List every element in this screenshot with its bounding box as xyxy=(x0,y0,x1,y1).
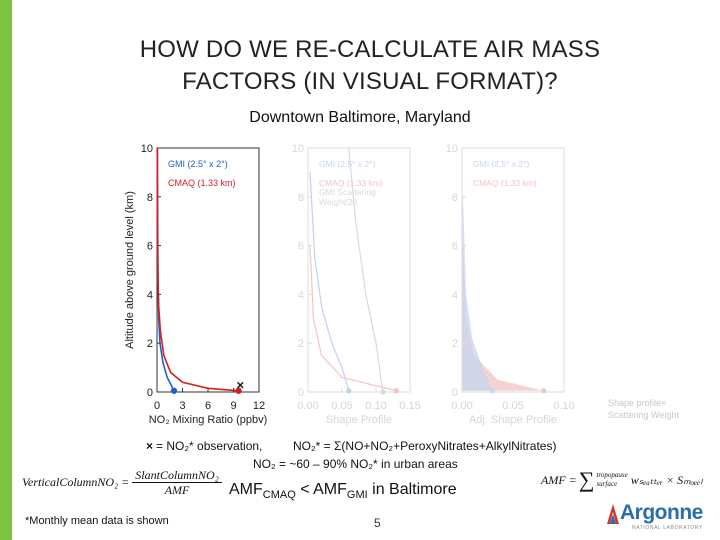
series-line-1 xyxy=(309,245,397,392)
formula-left-denominator: AMF xyxy=(164,483,190,497)
y-tick-label: 8 xyxy=(298,192,304,204)
series-line-0 xyxy=(309,172,350,391)
formula-left-lhs: VerticalColumnNO₂ = xyxy=(22,475,130,489)
x-axis-label: Adj. Shape Profile xyxy=(469,414,557,426)
y-tick-label: 0 xyxy=(452,387,458,399)
side-note: Shape profile× Scattering Weight xyxy=(608,397,708,421)
amf-prefix: AMF xyxy=(229,481,263,498)
formula-left-numerator: SlantColumnNO₂ xyxy=(132,468,222,483)
x-tick-label: 0.00 xyxy=(451,400,472,412)
formula-left-fraction: SlantColumnNO₂ AMF xyxy=(132,468,222,497)
observation-marker: × xyxy=(237,378,245,393)
legend-entry-0: GMI (2.5° x 2°) xyxy=(473,159,530,169)
surface-point-1 xyxy=(393,388,399,394)
legend-entry-0: GMI (2.5° x 2°) xyxy=(168,159,228,169)
legend-entry-1: CMAQ (1.33 km) xyxy=(473,178,537,188)
x-tick-label: 0.05 xyxy=(331,400,352,412)
y-tick-label: 2 xyxy=(452,338,458,350)
x-mark-icon: × xyxy=(146,439,154,453)
x-tick-label: 0.00 xyxy=(297,400,318,412)
sum-lower: surface xyxy=(596,480,618,488)
amf-middle: < AMF xyxy=(295,481,347,498)
series-line-2 xyxy=(348,147,384,393)
side-note-line-1: Shape profile× xyxy=(608,398,667,408)
urban-fraction-text: NO₂ = ~60 – 90% NO₂* in urban areas xyxy=(253,457,458,471)
series-line-1 xyxy=(156,147,239,392)
y-tick-label: 10 xyxy=(292,143,304,155)
amf-comparison: AMFCMAQ < AMFGMI in Baltimore xyxy=(229,481,457,501)
x-tick-label: 0.10 xyxy=(553,400,574,412)
surface-point-0 xyxy=(541,388,547,394)
y-tick-label: 4 xyxy=(147,289,153,301)
title-line-2: FACTORS (IN VISUAL FORMAT)? xyxy=(182,68,558,95)
chart-no2-mixing-ratio: 0 2 4 6 8 10 0 3 6 9 12 NO₂ Mixing Ratio (ppbv) Alti… xyxy=(124,143,267,426)
argonne-mark-icon xyxy=(607,504,619,524)
legend-entry-1: CMAQ (1.33 km) xyxy=(168,178,236,188)
x-axis-label: NO₂ Mixing Ratio (ppbv) xyxy=(149,414,268,426)
x-tick-label: 0.05 xyxy=(502,400,523,412)
x-tick-label: 12 xyxy=(253,400,265,412)
y-tick-label: 2 xyxy=(298,338,304,350)
chart-adj-shape-profile: 0 2 4 6 8 10 0.00 0.05 0.10 Adj. Shape Profile GMI… xyxy=(446,143,575,426)
y-tick-label: 10 xyxy=(141,143,153,155)
sum-limits: tropopause surface xyxy=(596,471,627,489)
amf-suffix: in Baltimore xyxy=(367,481,457,498)
surface-point-1 xyxy=(490,388,496,394)
surface-point-1 xyxy=(235,387,242,394)
y-tick-label: 8 xyxy=(452,192,458,204)
amf-sub-gmi: GMI xyxy=(346,489,368,502)
legend-entry-3: Weight/20 xyxy=(319,197,357,207)
chart-shape-profile: 0 2 4 6 8 10 0.00 0.05 0.10 0.15 Shape Profile GMI … xyxy=(292,143,421,426)
plot-frame xyxy=(307,147,411,393)
logo-text: Argonne xyxy=(620,501,703,524)
sum-symbol: ∑ xyxy=(578,467,595,492)
area-series-1 xyxy=(462,196,493,391)
y-tick-label: 6 xyxy=(147,241,153,253)
observation-text: = NO₂* observation, xyxy=(156,439,263,453)
legend-entry-2: GMI Scattering xyxy=(319,187,376,197)
x-tick-label: 0.15 xyxy=(399,400,420,412)
formula-right-lhs: AMF = xyxy=(541,472,577,487)
y-tick-label: 6 xyxy=(298,241,304,253)
y-tick-label: 4 xyxy=(298,289,304,301)
y-tick-label: 2 xyxy=(147,338,153,350)
side-note-line-2: Scattering Weight xyxy=(608,410,679,420)
surface-point-0 xyxy=(170,387,178,394)
no2-definition: NO₂* = Σ(NO+NO₂+PeroxyNitrates+AlkylNitr… xyxy=(293,439,557,453)
slide-subtitle: Downtown Baltimore, Maryland xyxy=(249,109,471,126)
surface-point-2 xyxy=(380,389,386,395)
amf-formula: AMF = ∑ tropopause surface wₛₑₐₜₜₑᵣ × Sₘ… xyxy=(541,467,702,493)
x-tick-label: 0.10 xyxy=(365,400,386,412)
observation-legend: × = NO₂* observation, xyxy=(146,439,262,453)
amf-sub-cmaq: CMAQ xyxy=(262,489,296,502)
logo-subtext: NATIONAL LABORATORY xyxy=(632,525,703,531)
accent-bar xyxy=(0,0,12,540)
x-axis-label: Shape Profile xyxy=(326,414,392,426)
legend-entry-0: GMI (2.5° x 2°) xyxy=(319,159,376,169)
vertical-column-formula: VerticalColumnNO₂ = SlantColumnNO₂ AMF xyxy=(22,468,222,497)
argonne-logo: Argonne NATIONAL LABORATORY xyxy=(606,501,706,531)
footnote: *Monthly mean data is shown xyxy=(25,515,169,527)
y-tick-label: 4 xyxy=(452,289,458,301)
legend-entry-1: CMAQ (1.33 km) xyxy=(319,178,383,188)
slide-title: HOW DO WE RE-CALCULATE AIR MASS FACTORS … xyxy=(30,34,710,98)
y-tick-label: 8 xyxy=(147,192,153,204)
page-number: 5 xyxy=(374,516,381,530)
y-axis-label: Altitude above ground level (km) xyxy=(124,191,136,349)
y-tick-label: 0 xyxy=(147,387,153,399)
sum-upper: tropopause xyxy=(596,471,628,479)
x-tick-label: 0 xyxy=(154,400,160,412)
title-line-1: HOW DO WE RE-CALCULATE AIR MASS xyxy=(139,36,601,63)
surface-point-0 xyxy=(346,388,352,394)
y-tick-label: 6 xyxy=(452,241,458,253)
x-tick-label: 6 xyxy=(205,400,211,412)
x-tick-label: 3 xyxy=(179,400,185,412)
y-tick-label: 10 xyxy=(446,143,458,155)
y-tick-label: 0 xyxy=(298,387,304,399)
x-tick-label: 9 xyxy=(230,400,236,412)
formula-right-rhs: wₛₑₐₜₜₑᵣ × Sₘₒₑₑₗ xyxy=(630,472,703,487)
